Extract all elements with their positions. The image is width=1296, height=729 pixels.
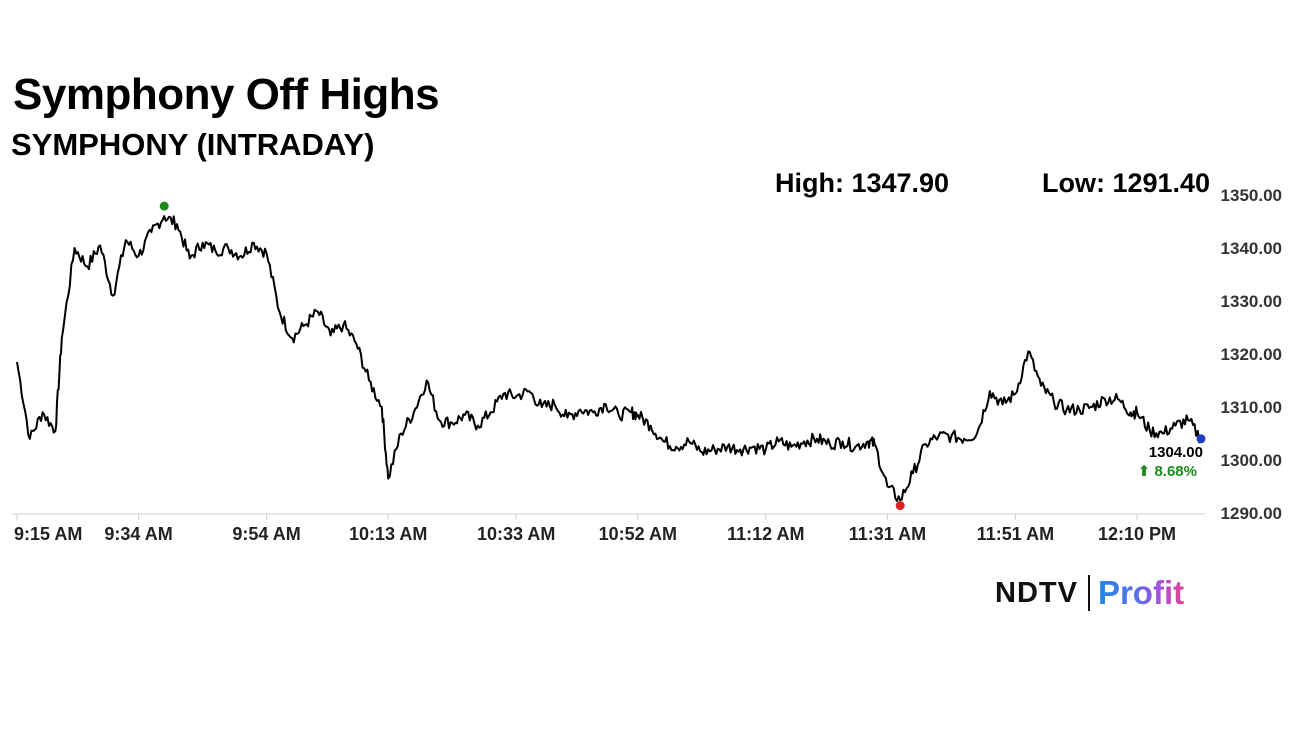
y-tick-label-6: 1350.00 xyxy=(1221,186,1282,205)
x-tick-label-0: 9:15 AM xyxy=(14,524,82,544)
last-price-label: 1304.00 xyxy=(1149,444,1203,461)
x-tick-label-2: 9:54 AM xyxy=(232,524,300,544)
last-change-label: ⬆ 8.68% xyxy=(1138,463,1197,480)
y-tick-label-3: 1320.00 xyxy=(1221,345,1282,364)
x-tick-label-3: 10:13 AM xyxy=(349,524,427,544)
last-marker xyxy=(1196,434,1206,444)
y-tick-label-5: 1340.00 xyxy=(1221,239,1282,258)
price-series-line xyxy=(16,215,1202,502)
y-tick-label-4: 1330.00 xyxy=(1221,292,1282,311)
x-tick-label-4: 10:33 AM xyxy=(477,524,555,544)
logo-profit-text: Profit xyxy=(1097,574,1185,611)
x-axis: 9:15 AM 9:34 AM 9:54 AM 10:13 AM 10:33 AM 10:… xyxy=(12,513,1205,544)
price-markers xyxy=(159,201,1206,511)
y-tick-label-2: 1310.00 xyxy=(1221,398,1282,417)
x-tick-label-5: 10:52 AM xyxy=(599,524,677,544)
logo-divider xyxy=(1087,575,1090,611)
y-tick-label-0: 1290.00 xyxy=(1221,504,1282,523)
x-tick-label-8: 11:51 AM xyxy=(977,524,1054,544)
chart-title: Symphony Off Highs xyxy=(13,70,440,119)
logo-ndtv-text: NDTV xyxy=(995,576,1078,609)
y-axis: 1290.00 1300.00 1310.00 1320.00 1330.00 1340.… xyxy=(1221,186,1282,523)
y-tick-label-1: 1300.00 xyxy=(1221,451,1282,470)
low-stat: Low: 1291.40 xyxy=(1042,168,1211,198)
x-tick-label-1: 9:34 AM xyxy=(104,524,172,544)
high-marker xyxy=(159,201,169,211)
x-tick-label-6: 11:12 AM xyxy=(727,524,804,544)
high-stat: High: 1347.90 xyxy=(775,168,950,198)
x-tick-label-7: 11:31 AM xyxy=(849,524,926,544)
low-marker xyxy=(895,501,905,511)
ndtv-profit-logo: NDTV Profit xyxy=(995,573,1184,613)
chart-subtitle: SYMPHONY (INTRADAY) xyxy=(11,127,375,162)
x-tick-label-9: 12:10 PM xyxy=(1098,524,1176,544)
